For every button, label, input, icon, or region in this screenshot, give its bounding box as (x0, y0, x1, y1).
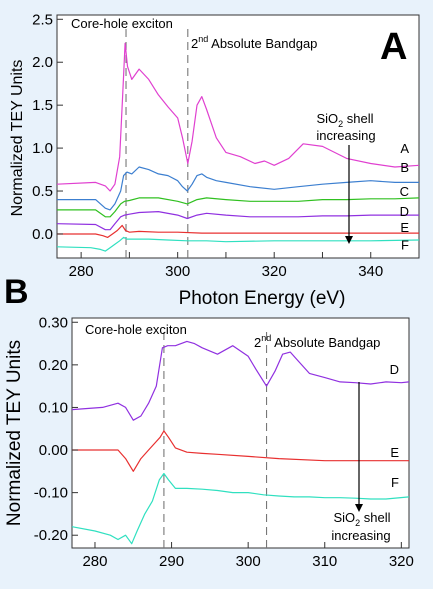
x-tick-label-b: 300 (236, 553, 261, 570)
annotation-core-hole-a: Core-hole exciton (71, 16, 173, 31)
series-f-line-a (56, 236, 420, 252)
x-tick-label-a: 340 (358, 263, 383, 280)
series-a-line-a (56, 42, 420, 192)
x-tick-label-a: 280 (69, 263, 94, 280)
series-labels-b: D EF (390, 362, 400, 490)
y-tick-label-b: -0.10 (34, 485, 68, 502)
y-tick-label-a: 1.5 (32, 97, 53, 114)
series-group-b (71, 340, 410, 545)
arrow-label-a-line2: increasing (316, 128, 375, 143)
arrow-label-a: SiO2 shell (316, 111, 373, 129)
series-d-line-a (56, 211, 419, 231)
panel-b: 280 290 300 310 320 -0.20 -0.10 0.00 0.10 0.20 0.3… (4, 314, 414, 570)
series-e-line-a (57, 224, 419, 238)
annotation-bandgap-a: 2nd Absolute Bandgap (191, 34, 317, 51)
plot-area-a (56, 14, 420, 259)
panel-label-a: A (380, 26, 407, 68)
y-tick-label-b: 0.00 (39, 442, 68, 459)
x-tick-label-b: 290 (159, 553, 184, 570)
annotation-bandgap-b: 2nd Absolute Bandgap (254, 333, 380, 350)
series-label-b-a: B (400, 160, 409, 175)
series-label-e-b: E (390, 445, 399, 460)
series-label-d-a: D (400, 204, 409, 219)
arrow-label-b-line2: increasing (331, 528, 390, 543)
x-tick-label-b: 310 (312, 553, 337, 570)
x-tick-label-a: 300 (165, 263, 190, 280)
y-tick-label-b: 0.10 (39, 399, 68, 416)
y-tick-label-a: 1.0 (32, 140, 53, 157)
series-label-f-b: F (391, 475, 399, 490)
series-label-e-a: E (400, 220, 409, 235)
y-axis-label-a: Normalized TEY Units (9, 60, 26, 217)
series-group-a (56, 42, 420, 252)
y-tick-label-b: 0.30 (39, 314, 68, 331)
annotation-core-hole-b: Core-hole exciton (85, 322, 187, 337)
series-e-line-b (72, 430, 409, 472)
plot-area-b (71, 317, 410, 549)
x-tick-label-a: 320 (262, 263, 287, 280)
series-label-f-a: F (401, 237, 409, 252)
ticks-b: 280 290 300 310 320 -0.20 -0.10 0.00 0.10 0.20 0.3… (34, 314, 414, 570)
arrow-label-b: SiO2 shell (333, 510, 390, 528)
x-axis-label-a: Photon Energy (eV) (179, 288, 346, 309)
series-c-line-a (57, 197, 420, 218)
y-tick-label-b: 0.20 (39, 357, 68, 374)
y-tick-label-a: 2.0 (32, 54, 53, 71)
guide-lines-b (163, 332, 268, 548)
series-f-line-b (71, 472, 410, 545)
series-label-d-b: D (390, 362, 399, 377)
y-tick-label-b: -0.20 (34, 527, 68, 544)
y-tick-label-a: 2.5 (32, 11, 53, 28)
y-axis-label-b: Normalized TEY Units (4, 340, 25, 526)
series-d-line-b (71, 340, 410, 421)
series-b-line-a (57, 166, 419, 211)
x-tick-label-b: 280 (82, 553, 107, 570)
panel-label-b: B (4, 273, 29, 311)
y-tick-label-a: 0.5 (32, 183, 53, 200)
ticks-a: 280 300 320 340 0.0 0.5 1.0 1.5 2.0 2.5 (32, 11, 383, 280)
x-tick-label-b: 320 (389, 553, 414, 570)
series-label-c-a: C (400, 184, 409, 199)
series-label-a-a: A (400, 141, 409, 156)
y-tick-label-a: 0.0 (32, 226, 53, 243)
